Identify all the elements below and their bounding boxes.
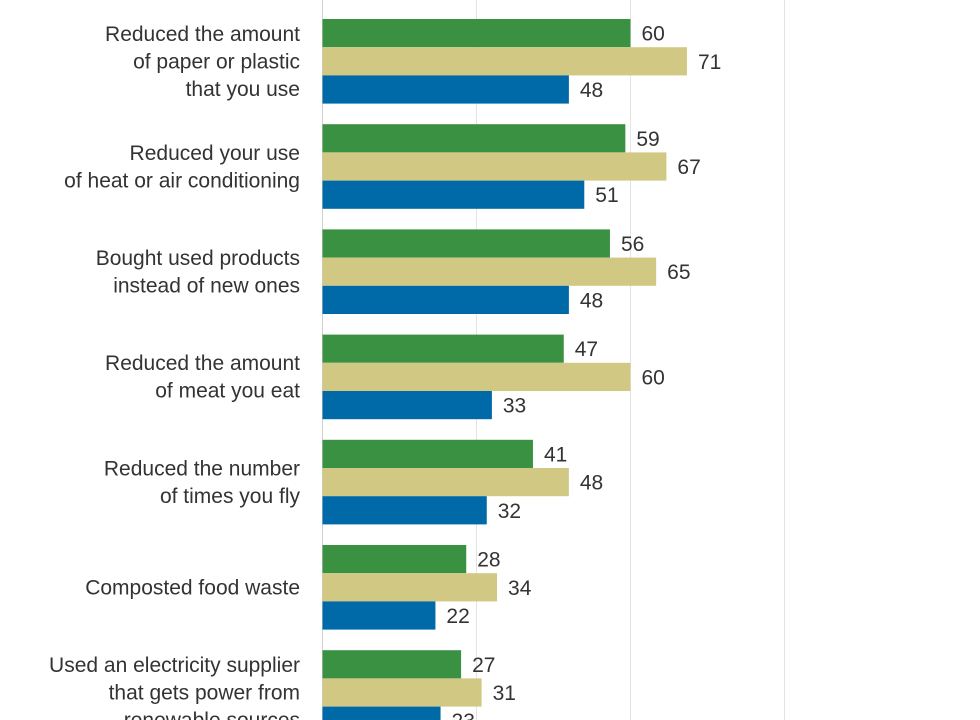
bar bbox=[322, 439, 533, 468]
data-label: 27 bbox=[472, 654, 495, 677]
bar bbox=[322, 362, 631, 391]
category-label: Reduced the number bbox=[104, 457, 300, 480]
data-label: 67 bbox=[677, 156, 700, 179]
bar bbox=[322, 391, 492, 420]
bar bbox=[322, 19, 631, 48]
category-label: Bought used products bbox=[96, 247, 300, 270]
category-label: Used an electricity supplier bbox=[49, 654, 300, 677]
bar bbox=[322, 601, 436, 630]
data-label: 65 bbox=[667, 261, 690, 284]
category-label: Reduced the amount bbox=[105, 23, 300, 46]
category-label: that gets power from bbox=[109, 682, 300, 705]
bar bbox=[322, 47, 687, 76]
bar bbox=[322, 180, 585, 209]
data-label: 47 bbox=[575, 338, 598, 361]
bar bbox=[322, 229, 610, 258]
data-label: 31 bbox=[493, 682, 516, 705]
data-label: 48 bbox=[580, 79, 603, 102]
data-label: 41 bbox=[544, 443, 567, 466]
data-label: 59 bbox=[636, 128, 659, 151]
bar bbox=[322, 468, 569, 497]
data-label: 32 bbox=[498, 500, 521, 523]
category-label: of heat or air conditioning bbox=[64, 169, 300, 192]
category-label: of paper or plastic bbox=[133, 50, 300, 73]
data-label: 34 bbox=[508, 577, 532, 600]
data-label: 60 bbox=[641, 366, 664, 389]
data-label: 28 bbox=[477, 549, 500, 572]
data-label: 33 bbox=[503, 395, 526, 418]
data-label: 48 bbox=[580, 472, 603, 495]
bar bbox=[322, 124, 626, 153]
category-label: of meat you eat bbox=[155, 380, 300, 403]
category-label: Composted food waste bbox=[85, 576, 300, 599]
bar bbox=[322, 496, 487, 525]
data-label: 51 bbox=[595, 184, 618, 207]
bar bbox=[322, 75, 569, 104]
bar bbox=[322, 706, 441, 720]
bar bbox=[322, 257, 657, 286]
category-label: that you use bbox=[186, 78, 300, 101]
data-label: 56 bbox=[621, 233, 644, 256]
bar bbox=[322, 334, 564, 363]
data-label: 71 bbox=[698, 51, 721, 74]
data-label: 48 bbox=[580, 289, 603, 312]
data-label: 60 bbox=[641, 23, 664, 46]
data-label: 22 bbox=[446, 605, 469, 628]
category-label: Reduced the amount bbox=[105, 352, 300, 375]
bar bbox=[322, 545, 467, 574]
data-label: 23 bbox=[452, 710, 475, 720]
category-label: Reduced your use bbox=[130, 142, 300, 165]
bar bbox=[322, 573, 498, 602]
category-label: renewable sources bbox=[124, 709, 300, 720]
bar bbox=[322, 650, 462, 679]
category-label: instead of new ones bbox=[113, 274, 300, 297]
category-label: of times you fly bbox=[160, 485, 301, 508]
bar bbox=[322, 285, 569, 314]
bar bbox=[322, 678, 482, 707]
bar bbox=[322, 152, 667, 181]
